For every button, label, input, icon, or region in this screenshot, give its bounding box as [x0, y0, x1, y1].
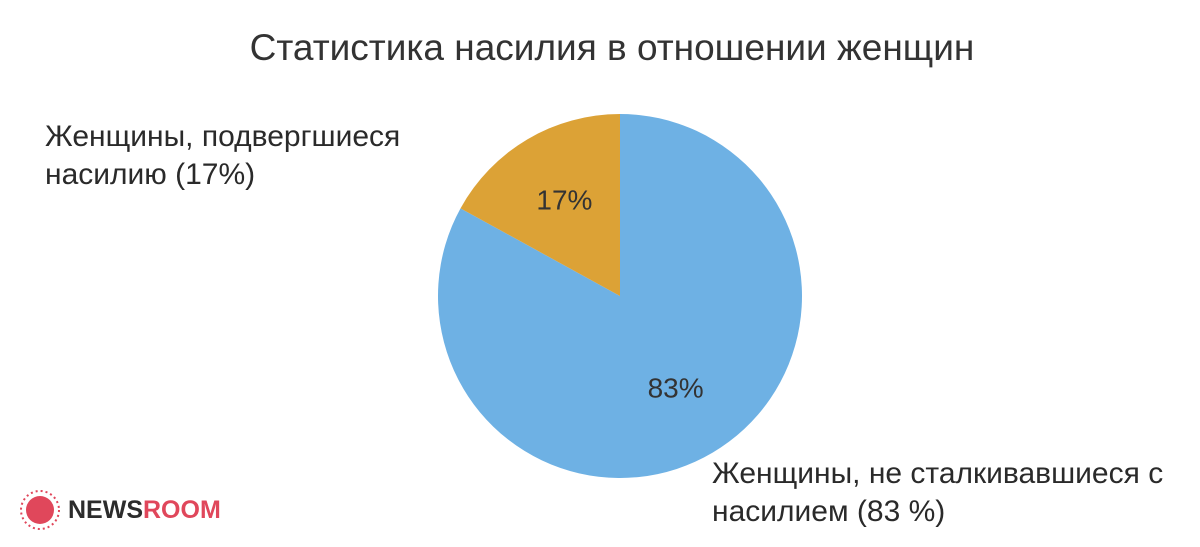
logo-text: NEWSROOM — [68, 496, 221, 524]
logo-room: ROOM — [143, 496, 221, 524]
logo-icon — [26, 496, 54, 524]
logo-news: NEWS — [68, 496, 143, 524]
data-label: 83% — [648, 372, 704, 403]
pie-slice — [460, 114, 620, 296]
logo: NEWSROOM — [20, 490, 221, 530]
slice-label: Женщины, подвергшиеся насилию (17%) — [45, 120, 401, 191]
chart-title: Статистика насилия в отношении женщин — [250, 27, 975, 68]
data-label: 17% — [536, 184, 592, 215]
slice-label: Женщины, не сталкивавшиеся с насилием (8… — [712, 457, 1164, 528]
logo-ring — [20, 490, 60, 530]
